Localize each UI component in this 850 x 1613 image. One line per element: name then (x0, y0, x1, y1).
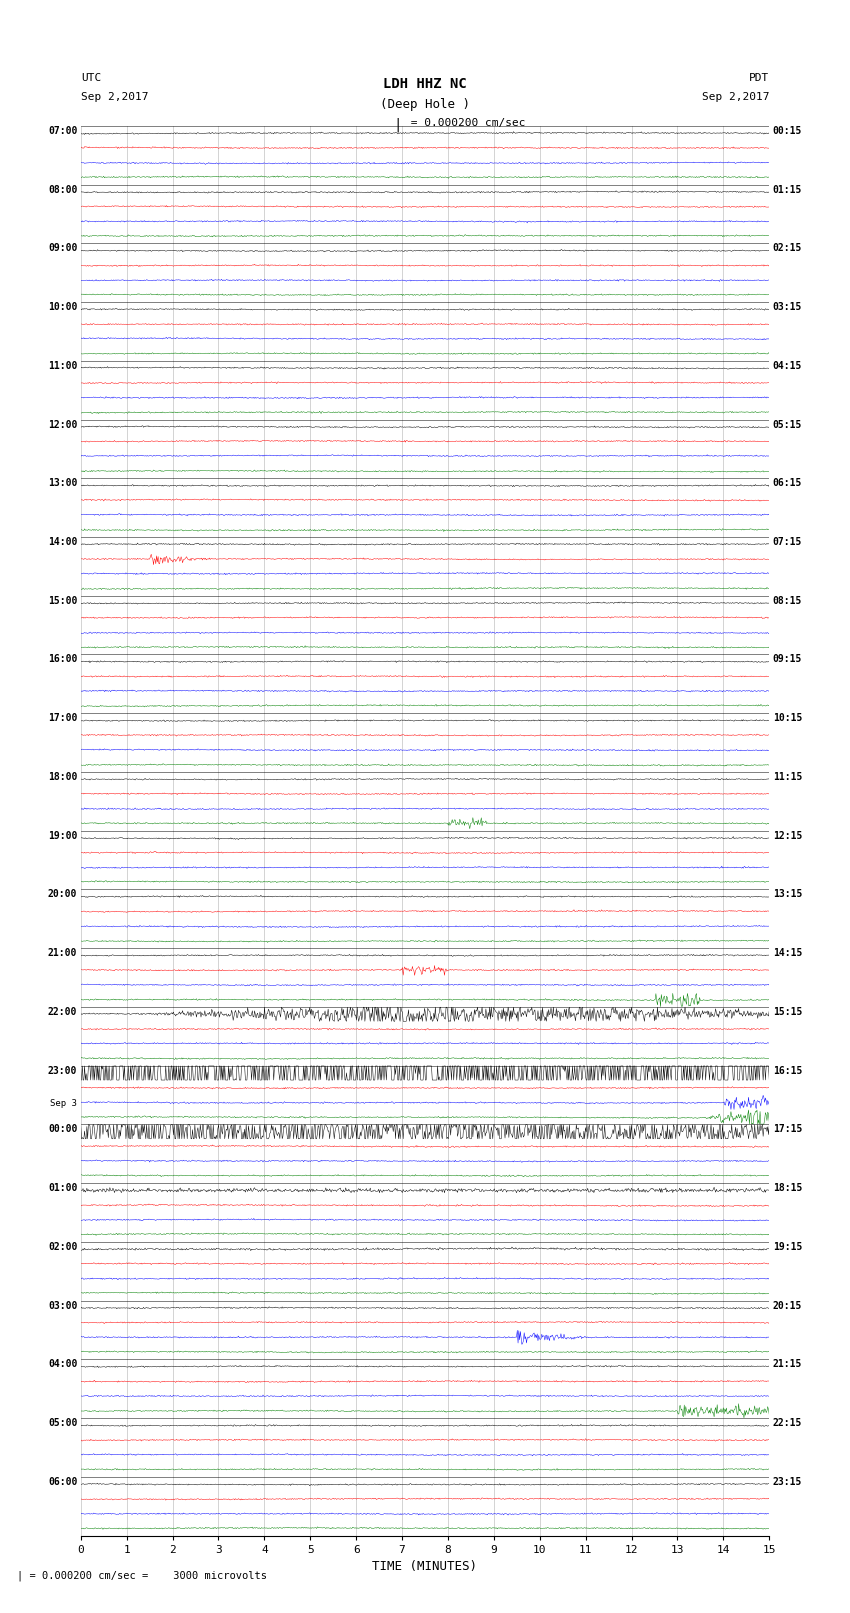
Text: 07:00: 07:00 (48, 126, 77, 135)
Text: 06:15: 06:15 (773, 477, 802, 489)
Text: 23:15: 23:15 (773, 1478, 802, 1487)
Text: 08:00: 08:00 (48, 184, 77, 195)
Text: 17:00: 17:00 (48, 713, 77, 723)
Text: 10:00: 10:00 (48, 302, 77, 311)
Text: 13:00: 13:00 (48, 477, 77, 489)
Text: 01:15: 01:15 (773, 184, 802, 195)
Text: 16:15: 16:15 (773, 1066, 802, 1076)
Text: | = 0.000200 cm/sec =    3000 microvolts: | = 0.000200 cm/sec = 3000 microvolts (17, 1569, 267, 1581)
Text: 12:15: 12:15 (773, 831, 802, 840)
Text: 03:15: 03:15 (773, 302, 802, 311)
Text: 04:15: 04:15 (773, 361, 802, 371)
Text: 15:15: 15:15 (773, 1007, 802, 1016)
Text: 10:15: 10:15 (773, 713, 802, 723)
Text: |: | (394, 118, 402, 132)
Text: Sep 2,2017: Sep 2,2017 (702, 92, 769, 102)
Text: 02:00: 02:00 (48, 1242, 77, 1252)
Text: PDT: PDT (749, 73, 769, 82)
Text: 21:15: 21:15 (773, 1360, 802, 1369)
Text: 20:00: 20:00 (48, 889, 77, 900)
Text: 21:00: 21:00 (48, 948, 77, 958)
Text: 18:00: 18:00 (48, 773, 77, 782)
Text: 01:00: 01:00 (48, 1184, 77, 1194)
Text: 19:00: 19:00 (48, 831, 77, 840)
Text: 13:15: 13:15 (773, 889, 802, 900)
Text: 11:00: 11:00 (48, 361, 77, 371)
Text: 19:15: 19:15 (773, 1242, 802, 1252)
Text: 22:15: 22:15 (773, 1418, 802, 1428)
Text: 05:15: 05:15 (773, 419, 802, 429)
Text: 00:00: 00:00 (48, 1124, 77, 1134)
Text: 03:00: 03:00 (48, 1300, 77, 1311)
Text: 06:00: 06:00 (48, 1478, 77, 1487)
Text: UTC: UTC (81, 73, 101, 82)
Text: 17:15: 17:15 (773, 1124, 802, 1134)
Text: 16:00: 16:00 (48, 655, 77, 665)
Text: LDH HHZ NC: LDH HHZ NC (383, 77, 467, 92)
Text: 20:15: 20:15 (773, 1300, 802, 1311)
Text: 23:00: 23:00 (48, 1066, 77, 1076)
Text: 02:15: 02:15 (773, 244, 802, 253)
Text: 11:15: 11:15 (773, 773, 802, 782)
Text: 22:00: 22:00 (48, 1007, 77, 1016)
Text: Sep 2,2017: Sep 2,2017 (81, 92, 148, 102)
Text: 08:15: 08:15 (773, 595, 802, 606)
Text: Sep 3: Sep 3 (50, 1100, 77, 1108)
Text: 05:00: 05:00 (48, 1418, 77, 1428)
Text: 14:15: 14:15 (773, 948, 802, 958)
Text: 14:00: 14:00 (48, 537, 77, 547)
Text: (Deep Hole ): (Deep Hole ) (380, 98, 470, 111)
Text: 09:00: 09:00 (48, 244, 77, 253)
Text: 00:15: 00:15 (773, 126, 802, 135)
Text: = 0.000200 cm/sec: = 0.000200 cm/sec (404, 118, 525, 127)
Text: 12:00: 12:00 (48, 419, 77, 429)
Text: 04:00: 04:00 (48, 1360, 77, 1369)
Text: 09:15: 09:15 (773, 655, 802, 665)
Text: 07:15: 07:15 (773, 537, 802, 547)
Text: 15:00: 15:00 (48, 595, 77, 606)
X-axis label: TIME (MINUTES): TIME (MINUTES) (372, 1560, 478, 1573)
Text: 18:15: 18:15 (773, 1184, 802, 1194)
